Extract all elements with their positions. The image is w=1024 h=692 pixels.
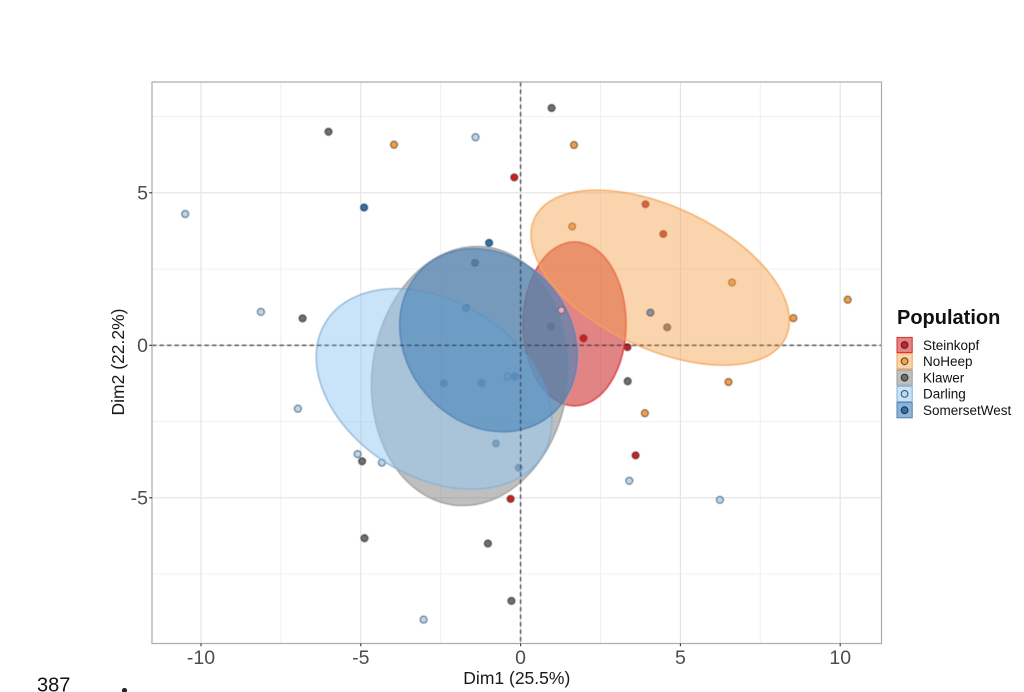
svg-text:Dim1 (25.5%): Dim1 (25.5%) <box>463 668 570 688</box>
svg-text:5: 5 <box>675 647 686 669</box>
svg-text:0: 0 <box>515 647 526 669</box>
svg-text:Darling: Darling <box>923 387 966 402</box>
svg-text:Steinkopf: Steinkopf <box>923 338 980 353</box>
svg-text:SomersetWest: SomersetWest <box>923 403 1012 418</box>
svg-text:Klawer: Klawer <box>923 370 965 385</box>
svg-text:Population: Population <box>897 307 1000 329</box>
svg-text:387: 387 <box>37 675 70 692</box>
svg-text:Dim2 (22.2%): Dim2 (22.2%) <box>108 309 128 416</box>
svg-text:-5: -5 <box>352 647 369 669</box>
svg-text:0: 0 <box>137 335 148 357</box>
svg-text:5: 5 <box>137 182 148 204</box>
svg-text:-10: -10 <box>187 647 215 669</box>
svg-text:NoHeep: NoHeep <box>923 354 973 369</box>
svg-text:-5: -5 <box>131 487 148 509</box>
svg-text:10: 10 <box>829 647 851 669</box>
